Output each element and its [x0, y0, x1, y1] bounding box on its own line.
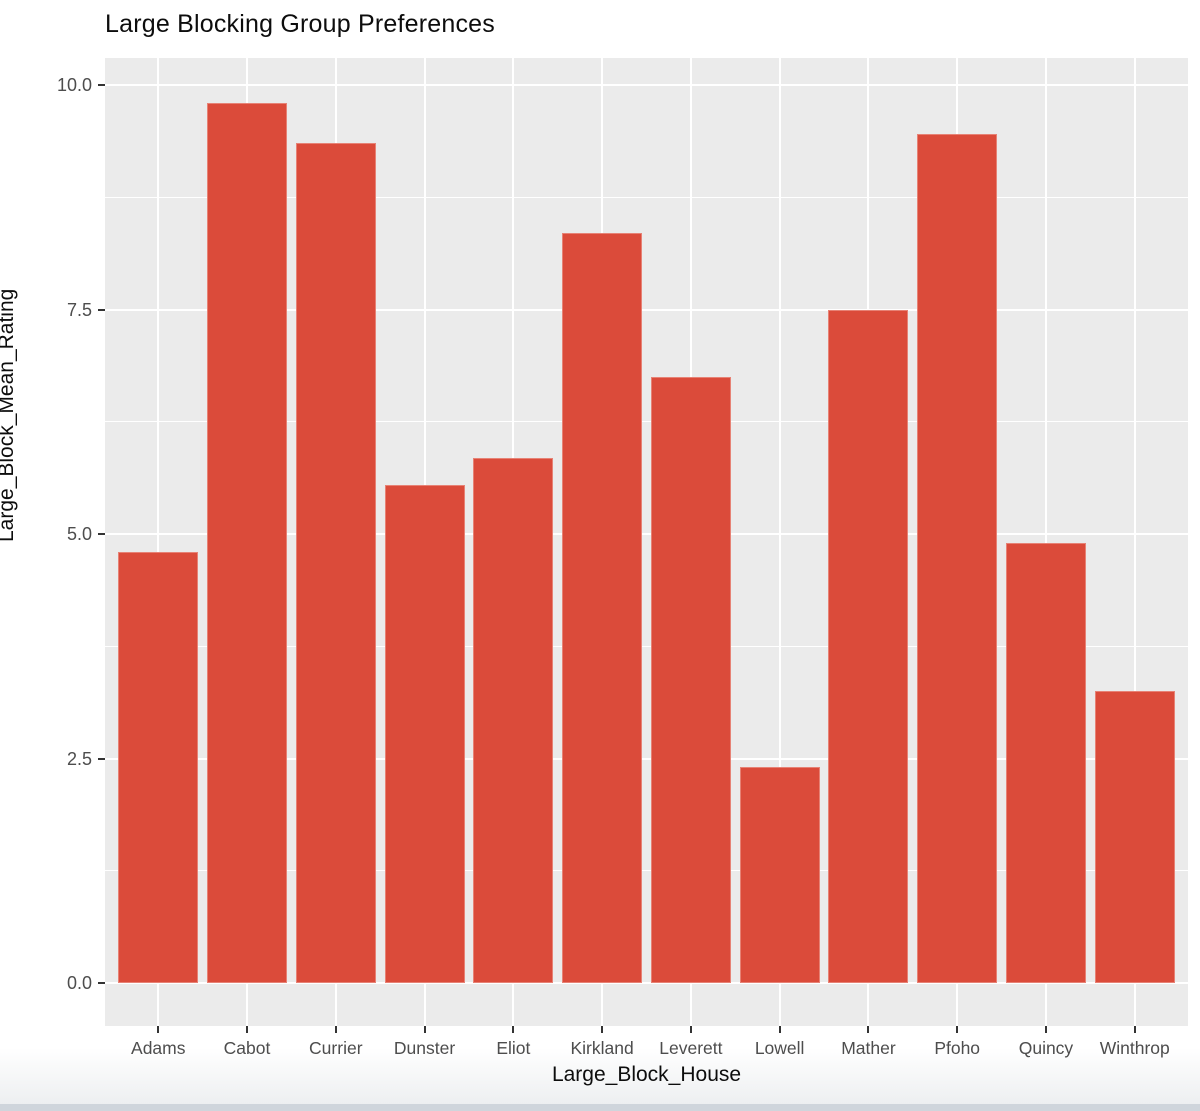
x-tick-mark [157, 1026, 160, 1033]
x-tick-mark [1044, 1026, 1047, 1033]
bar-eliot [473, 457, 554, 983]
bar-cabot [207, 102, 287, 983]
bar-adams [118, 551, 199, 983]
gridline-minor-y [105, 870, 1188, 872]
x-tick-label: Pfoho [934, 1038, 981, 1058]
x-tick-mark [689, 1026, 692, 1033]
y-tick-label: 5.0 [66, 524, 92, 544]
footer-gradient [0, 1048, 1200, 1104]
y-tick-label: 0.0 [66, 973, 92, 993]
gridline-major-x [778, 58, 781, 1026]
x-tick-mark [334, 1026, 337, 1033]
gridline-major-x [1044, 58, 1047, 1026]
bar-leverett [650, 376, 731, 983]
bar-mather [828, 309, 909, 983]
x-tick-mark [778, 1026, 781, 1033]
footer-strip [0, 1104, 1200, 1111]
bar-quincy [1006, 542, 1086, 983]
x-tick-label: Eliot [496, 1038, 531, 1058]
x-tick-mark [512, 1026, 515, 1033]
y-tick-mark [98, 308, 105, 311]
y-tick-mark [98, 533, 105, 535]
gridline-major-y [105, 757, 1188, 760]
y-tick-label: 2.5 [66, 748, 92, 769]
bar-winthrop [1094, 691, 1175, 983]
y-tick-mark [98, 757, 105, 760]
gridline-minor-y [105, 645, 1188, 647]
gridline-major-x [157, 58, 160, 1026]
x-tick-label: Mather [841, 1038, 896, 1058]
x-tick-label: Lowell [754, 1038, 805, 1058]
y-axis-title: Large_Block_Mean_Rating [0, 288, 18, 542]
bar-pfoho [917, 134, 998, 983]
x-tick-label: Kirkland [570, 1038, 634, 1058]
gridline-minor-y [105, 421, 1188, 423]
x-tick-mark [956, 1026, 959, 1033]
gridline-minor-y [105, 196, 1188, 198]
x-tick-label: Currier [309, 1038, 363, 1058]
bar-currier [295, 143, 376, 983]
x-tick-mark [601, 1026, 604, 1033]
x-tick-mark [423, 1026, 426, 1033]
x-tick-mark [1133, 1026, 1136, 1033]
y-tick-mark [98, 84, 105, 86]
gridline-major-y [105, 308, 1188, 311]
x-axis-title: Large_Block_House [551, 1063, 742, 1086]
gridline-major-y [105, 982, 1188, 984]
x-tick-label: Adams [131, 1038, 186, 1058]
x-tick-mark [246, 1026, 249, 1033]
x-tick-label: Winthrop [1099, 1038, 1170, 1058]
x-tick-label: Leverett [659, 1038, 723, 1058]
bar-kirkland [562, 233, 643, 983]
x-tick-label: Dunster [393, 1038, 456, 1058]
x-tick-label: Quincy [1018, 1038, 1074, 1058]
x-tick-mark [867, 1026, 870, 1033]
chart-title: Large Blocking Group Preferences [105, 10, 495, 38]
y-tick-label: 10.0 [56, 75, 92, 95]
bar-dunster [384, 484, 465, 983]
x-tick-label: Cabot [223, 1038, 271, 1058]
y-tick-label: 7.5 [66, 299, 92, 320]
gridline-major-y [105, 533, 1188, 535]
plot-panel [105, 58, 1188, 1026]
bar-lowell [739, 767, 820, 983]
gridline-major-y [105, 84, 1188, 86]
gridline-major-x [1133, 58, 1136, 1026]
y-tick-mark [98, 982, 105, 984]
